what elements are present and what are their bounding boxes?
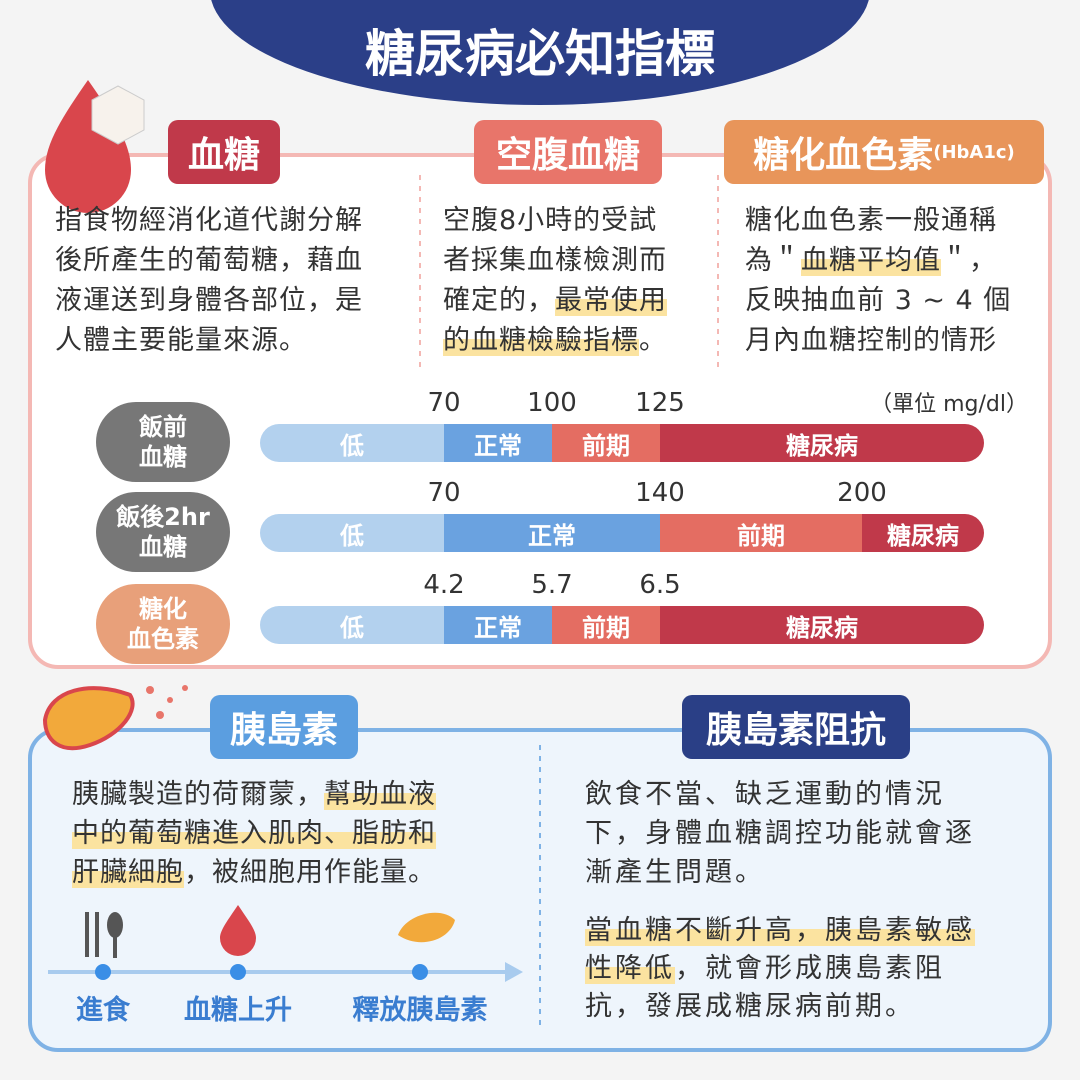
highlight-text: 當血糖不斷升高，胰島素敏感 [585, 915, 975, 946]
text: 確定的， [443, 285, 555, 316]
timeline-label: 釋放胰島素 [352, 995, 488, 1026]
threshold: 125 [635, 388, 685, 418]
range-segment: 正常 [444, 606, 552, 644]
threshold: 70 [427, 478, 461, 508]
text-line: 飲食不當、缺乏運動的情況 [585, 776, 945, 814]
text: 反映抽血前 3 ~ 4 個 [745, 285, 1012, 316]
threshold: 4.2 [423, 570, 465, 600]
text: 指食物經消化道代謝分解 [55, 205, 363, 236]
text: 液運送到身體各部位，是 [55, 285, 363, 316]
range-segment: 前期 [552, 424, 660, 462]
highlight-text: 最常使用 [555, 285, 667, 316]
tag: 血糖 [168, 120, 280, 184]
threshold: 100 [527, 388, 577, 418]
row-label-line: 飯後2hr [116, 503, 210, 531]
text: 後所產生的葡萄糖，藉血 [55, 245, 363, 276]
unit: （單位 mg/dl） [870, 392, 1028, 417]
text-line: 抗，發展成糖尿病前期。 [585, 988, 915, 1026]
row-label-line: 糖化 [139, 595, 187, 623]
range-segment: 正常 [444, 514, 660, 552]
highlight-text: 肝臟細胞 [72, 857, 184, 888]
text-line: 中的葡萄糖進入肌肉、脂肪和 [72, 815, 436, 853]
highlight-text: 幫助血液 [324, 779, 436, 810]
text: 月內血糖控制的情形 [745, 325, 997, 356]
tag-text: 糖化血色素 [753, 135, 934, 176]
row-label-line: 飯前 [139, 413, 187, 441]
text: 人體主要能量來源。 [55, 325, 307, 356]
text-line: 當血糖不斷升高，胰島素敏感 [585, 912, 975, 950]
threshold: 140 [635, 478, 685, 508]
text-line: 反映抽血前 3 ~ 4 個 [745, 282, 1011, 320]
threshold: 200 [837, 478, 887, 508]
range-segment: 糖尿病 [660, 606, 984, 644]
tag-sup: (HbA1c) [933, 141, 1015, 163]
text: 飲食不當、缺乏運動的情況 [585, 779, 945, 810]
text: 下，身體血糖調控功能就會逐 [585, 818, 975, 849]
highlight-text: 血糖平均值 [801, 245, 941, 276]
range-segment: 低 [260, 606, 444, 644]
text: 漸產生問題。 [585, 857, 765, 888]
text: ，被細胞用作能量。 [184, 857, 436, 888]
row-label-line: 血糖 [139, 533, 187, 561]
threshold: 70 [427, 388, 461, 418]
text: 糖化血色素一般通稱 [745, 205, 997, 236]
range-segment: 前期 [660, 514, 862, 552]
text: 。 [639, 325, 667, 356]
threshold: 6.5 [639, 570, 681, 600]
row-label: 飯後2hr 血糖 [96, 492, 230, 572]
text-line: 下，身體血糖調控功能就會逐 [585, 815, 975, 853]
tag: 糖化血色素 (HbA1c) [724, 120, 1044, 184]
text: 胰臟製造的荷爾蒙， [72, 779, 324, 810]
range-segment: 前期 [552, 606, 660, 644]
text-line: 月內血糖控制的情形 [745, 322, 997, 360]
timeline-label: 血糖上升 [184, 995, 292, 1026]
text-line: 糖化血色素一般通稱 [745, 202, 997, 240]
timeline-label: 進食 [76, 995, 130, 1026]
text: ，就會形成胰島素阻 [675, 953, 945, 984]
range-segment: 正常 [444, 424, 552, 462]
title: 糖尿病必知指標 [365, 25, 715, 83]
threshold: 5.7 [531, 570, 573, 600]
range-segment: 低 [260, 424, 444, 462]
tag: 胰島素 [210, 695, 358, 759]
text-line: 為＂血糖平均值＂， [745, 242, 997, 280]
text: 抗，發展成糖尿病前期。 [585, 991, 915, 1022]
text-line: 的血糖檢驗指標。 [443, 322, 667, 360]
text-line: 空腹8小時的受試 [443, 202, 657, 240]
tag: 空腹血糖 [474, 120, 662, 184]
text-line: 性降低，就會形成胰島素阻 [585, 950, 945, 988]
tag: 胰島素阻抗 [682, 695, 910, 759]
row-label: 糖化 血色素 [96, 584, 230, 664]
text-line: 胰臟製造的荷爾蒙，幫助血液 [72, 776, 436, 814]
text-line: 液運送到身體各部位，是 [55, 282, 363, 320]
row-label-line: 血色素 [127, 625, 199, 653]
highlight-text: 中的葡萄糖進入肌肉、脂肪和 [72, 818, 436, 849]
text: 者採集血樣檢測而 [443, 245, 667, 276]
range-segment: 低 [260, 514, 444, 552]
highlight-text: 性降低 [585, 953, 675, 984]
range-segment: 糖尿病 [862, 514, 984, 552]
range-segment: 糖尿病 [660, 424, 984, 462]
text: ＂， [941, 245, 997, 276]
text-line: 確定的，最常使用 [443, 282, 667, 320]
text-line: 指食物經消化道代謝分解 [55, 202, 363, 240]
row-label: 飯前 血糖 [96, 402, 230, 482]
highlight-text: 的血糖檢驗指標 [443, 325, 639, 356]
text-line: 者採集血樣檢測而 [443, 242, 667, 280]
row-label-line: 血糖 [139, 443, 187, 471]
text-line: 後所產生的葡萄糖，藉血 [55, 242, 363, 280]
text-line: 漸產生問題。 [585, 854, 765, 892]
text-line: 人體主要能量來源。 [55, 322, 307, 360]
text-line: 肝臟細胞，被細胞用作能量。 [72, 854, 436, 892]
text: 為＂ [745, 245, 801, 276]
text: 空腹8小時的受試 [443, 205, 658, 236]
